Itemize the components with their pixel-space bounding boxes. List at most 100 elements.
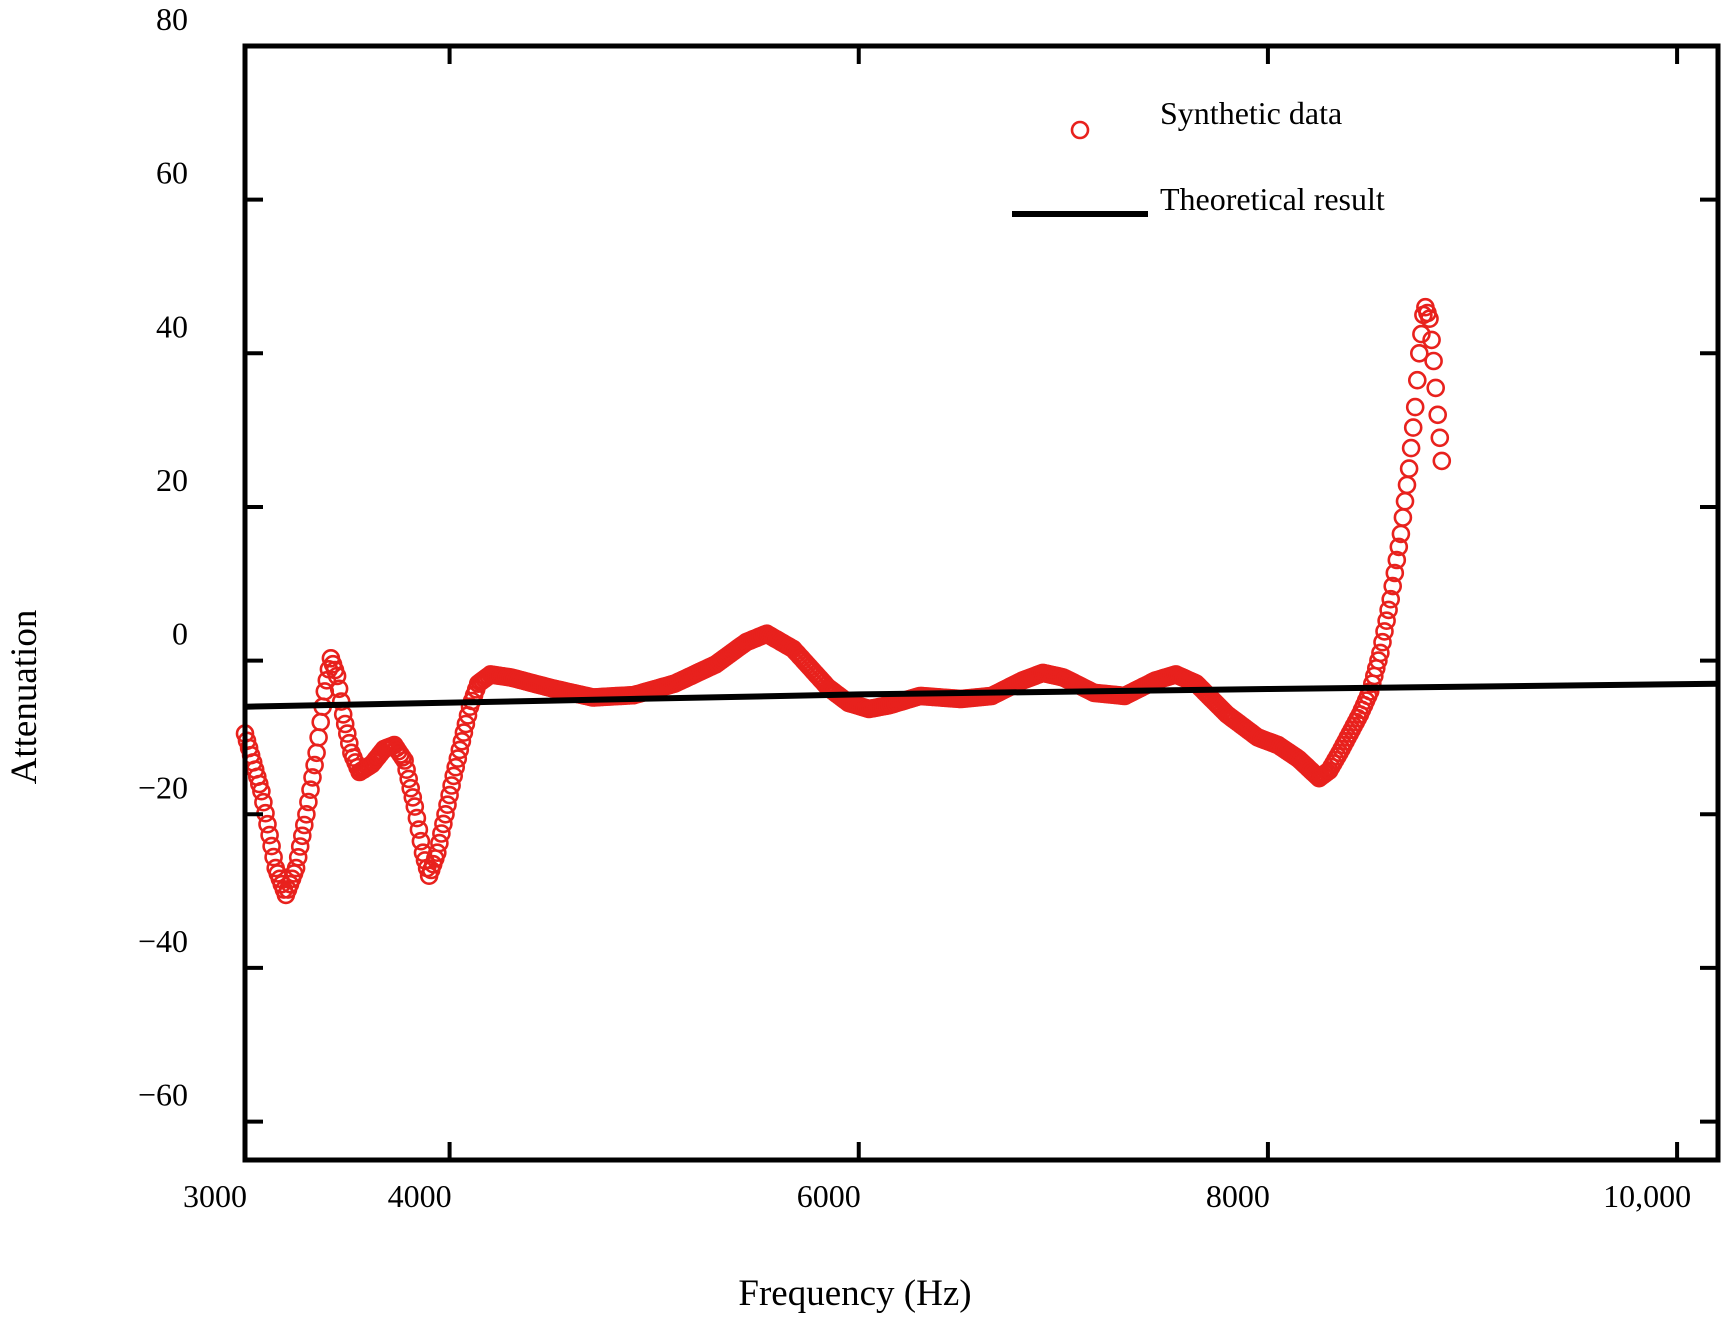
synthetic-data-point [262, 836, 281, 856]
synthetic-data-point [1377, 611, 1396, 631]
synthetic-data-point [1371, 643, 1390, 663]
y-tick-label: 80 [156, 1, 188, 37]
synthetic-data-point [249, 774, 269, 794]
y-tick-label: 0 [172, 616, 188, 652]
synthetic-data-point [309, 728, 328, 747]
synthetic-data-point [1381, 589, 1400, 609]
legend-label-synthetic: Synthetic data [1160, 95, 1342, 131]
synthetic-data-point [1403, 418, 1423, 437]
y-tick-label: −40 [138, 923, 188, 959]
synthetic-data-point [264, 847, 283, 867]
synthetic-data-point [305, 755, 324, 775]
synthetic-data-point [1385, 563, 1405, 583]
y-tick-label: 40 [156, 308, 188, 344]
synthetic-data-point [403, 788, 423, 807]
synthetic-data-point [290, 837, 310, 856]
synthetic-data-point [1424, 351, 1443, 371]
plot-area [235, 297, 1719, 905]
synthetic-data-point [288, 847, 308, 867]
synthetic-data-point [1375, 622, 1394, 641]
axes: 3000 4000 6000 8000 10,000 −60 −40 −20 0 20 40 60 80 [138, 1, 1721, 1214]
synthetic-data-point [286, 858, 306, 878]
synthetic-data-point [397, 760, 416, 780]
synthetic-data-point [1405, 397, 1425, 417]
synthetic-data-point [1428, 405, 1447, 425]
synthetic-data-point [1422, 330, 1441, 350]
synthetic-data-point [444, 766, 464, 786]
synthetic-data-point [411, 831, 431, 851]
synthetic-data-point [434, 814, 453, 834]
synthetic-data-point [299, 792, 318, 812]
synthetic-data-point [1420, 309, 1439, 329]
x-axis-title: Frequency (Hz) [738, 1273, 971, 1314]
synthetic-data-point [292, 826, 312, 846]
theoretical-result-line [244, 680, 1719, 710]
synthetic-data-point [327, 666, 347, 686]
synthetic-data-point [442, 776, 461, 795]
synthetic-data-point [1426, 378, 1445, 398]
synthetic-data-point [1369, 651, 1388, 670]
legend: Synthetic data Theoretical result [1012, 95, 1385, 217]
synthetic-data-point [254, 792, 273, 812]
x-tick-label: 8000 [1206, 1178, 1270, 1214]
x-tick-label: 10,000 [1603, 1178, 1691, 1214]
synthetic-data-point [1401, 438, 1421, 458]
synthetic-data-point [1389, 537, 1409, 557]
synthetic-data-point [331, 692, 351, 711]
legend-marker-synthetic [1070, 120, 1090, 140]
plot-frame [242, 43, 1721, 1163]
synthetic-data-point [399, 769, 419, 789]
y-axis-title: Attenuation [4, 610, 45, 785]
synthetic-data-point [393, 748, 412, 767]
x-tick-label: 6000 [797, 1178, 861, 1214]
synthetic-data-point [260, 825, 279, 845]
synthetic-data-point [1383, 576, 1402, 596]
synthetic-data-point [337, 724, 357, 743]
synthetic-data-point [456, 714, 476, 734]
synthetic-data-point [1379, 600, 1398, 620]
synthetic-data-point [258, 814, 277, 834]
synthetic-data-point [427, 843, 447, 863]
synthetic-data-point [448, 749, 468, 768]
synthetic-data-point [405, 797, 425, 816]
synthetic-data-point [329, 679, 349, 699]
y-tick-label: 20 [156, 462, 188, 498]
synthetic-data-point [252, 781, 271, 801]
synthetic-data-point [303, 768, 322, 787]
synthetic-data-point [395, 751, 414, 770]
synthetic-data-point [301, 780, 320, 800]
synthetic-data-point [1412, 324, 1431, 344]
synthetic-data-point [436, 804, 455, 824]
synthetic-data-point [1430, 428, 1450, 448]
synthetic-data-point [446, 757, 466, 777]
synthetic-data-point [335, 714, 355, 734]
synthetic-data-point [401, 778, 421, 798]
legend-label-theoretical: Theoretical result [1160, 181, 1385, 217]
synthetic-data-point [1432, 451, 1452, 471]
synthetic-data-point [432, 824, 451, 843]
synthetic-data-point [1395, 491, 1415, 511]
synthetic-data-point [430, 833, 449, 853]
synthetic-data-point [297, 804, 316, 824]
synthetic-data-point [1397, 475, 1417, 495]
y-tick-label: 60 [156, 155, 188, 191]
synthetic-data-point [1387, 550, 1407, 570]
synthetic-data-point [1393, 508, 1413, 527]
x-tick-label: 4000 [388, 1178, 452, 1214]
synthetic-data-point [294, 815, 314, 835]
synthetic-data-point [454, 723, 474, 742]
synthetic-data-point [440, 785, 459, 805]
synthetic-data-point [311, 712, 331, 732]
synthetic-data-point [1410, 343, 1429, 363]
synthetic-data-point [438, 795, 457, 815]
synthetic-data-point [1399, 459, 1419, 478]
synthetic-data-point [1373, 632, 1392, 652]
synthetic-data-point [409, 820, 429, 839]
synthetic-data-point [1408, 370, 1427, 390]
y-tick-label: −60 [138, 1077, 188, 1113]
synthetic-data-point [450, 740, 470, 760]
y-tick-label: −20 [138, 769, 188, 805]
x-tick-label: 3000 [183, 1178, 247, 1214]
